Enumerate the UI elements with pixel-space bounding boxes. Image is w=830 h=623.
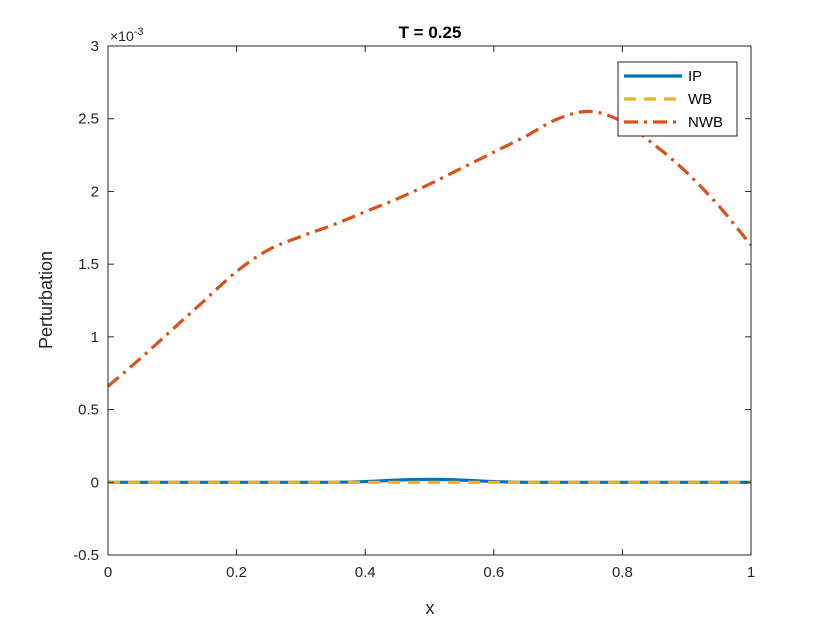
x-tick-label: 1 xyxy=(747,564,755,581)
axes-box xyxy=(107,45,752,556)
y-tick-label: 2 xyxy=(91,183,99,200)
x-tick-label: 0.8 xyxy=(612,564,633,581)
legend-label-wb: WB xyxy=(688,91,712,108)
legend-box xyxy=(617,61,738,137)
y-axis-exponent-power: -3 xyxy=(134,26,144,38)
y-tick-label: 0 xyxy=(91,474,99,491)
y-axis-exponent: ×10-3 xyxy=(110,26,144,44)
legend-label-ip: IP xyxy=(688,68,702,85)
x-tick-label: 0.2 xyxy=(226,564,247,581)
x-axis-label: x xyxy=(426,598,435,618)
y-tick-label: -0.5 xyxy=(73,547,99,564)
y-tick-label: 2.5 xyxy=(78,111,99,128)
y-tick-label: 0.5 xyxy=(78,402,99,419)
series-layer xyxy=(106,109,753,484)
y-axis-exponent-base: ×10 xyxy=(110,28,134,44)
x-axis-ticks: 0 0.2 0.4 0.6 0.8 1 xyxy=(104,46,755,581)
y-tick-label: 3 xyxy=(91,38,99,55)
legend-label-nwb: NWB xyxy=(688,114,723,131)
x-tick-label: 0 xyxy=(104,564,112,581)
x-tick-label: 0.6 xyxy=(483,564,504,581)
y-axis-ticks: -0.5 0 0.5 1 1.5 2 2.5 3 xyxy=(73,38,751,564)
y-axis-label: Perturbation xyxy=(36,251,56,349)
chart-title: T = 0.25 xyxy=(399,23,462,42)
x-tick-label: 0.4 xyxy=(355,564,376,581)
legend: IP WB NWB xyxy=(617,61,738,137)
y-tick-label: 1 xyxy=(91,329,99,346)
y-tick-label: 1.5 xyxy=(78,256,99,273)
series-line-nwb xyxy=(106,109,753,388)
